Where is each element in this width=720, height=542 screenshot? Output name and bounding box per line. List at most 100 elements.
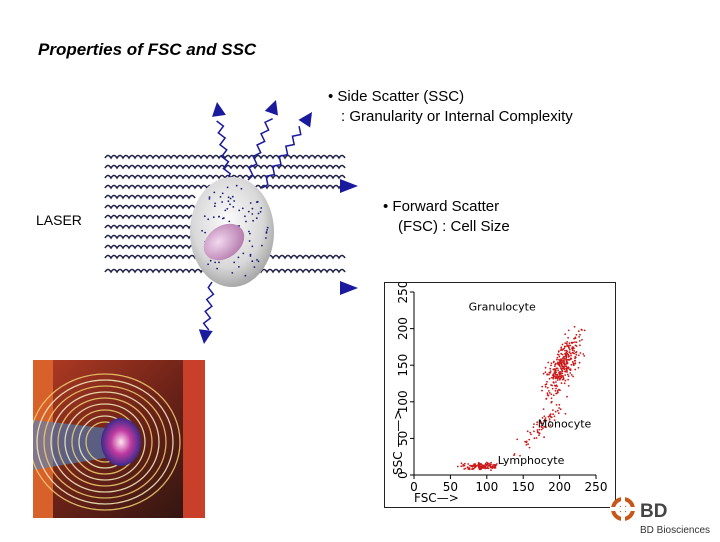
fsc-heading: • Forward Scatter [383,198,500,215]
cluster-label: Granulocyte [469,300,536,313]
data-point [487,467,490,470]
data-point [535,437,538,439]
data-point [546,392,549,395]
data-point [560,382,563,384]
data-point [553,360,555,363]
data-point [460,462,463,465]
data-point [485,464,488,466]
granule [260,207,263,209]
data-point [577,330,580,333]
data-point [558,358,560,361]
side-scatter-wave [261,126,302,189]
data-point [570,363,573,366]
data-point [513,453,516,455]
data-point [556,362,559,365]
granule [253,266,256,268]
data-point [471,468,473,471]
data-point [456,465,459,468]
laser-wave [104,194,196,200]
data-point [547,415,550,418]
data-point [563,345,566,348]
data-point [532,426,535,429]
data-point [541,422,544,425]
data-point [543,419,545,422]
granule [221,192,224,195]
granule [240,187,243,190]
data-point [556,379,559,381]
bd-logo: BD BD Biosciences [608,495,716,542]
cluster-label: Lymphocyte [498,454,565,467]
data-point [491,467,494,469]
data-point [561,353,564,356]
granule [251,213,254,215]
bd-brand-name: BD Biosciences [640,525,710,536]
laser-wave [104,234,196,240]
granule [255,217,258,220]
data-point [469,464,471,467]
granule [249,232,251,235]
data-point [565,352,567,354]
y-tick-label: 0 [396,471,410,479]
data-point [549,424,552,426]
data-point [542,408,545,410]
data-point [560,348,563,350]
data-point [560,374,563,377]
data-point [463,464,466,467]
data-point [559,378,561,381]
data-point [543,436,545,439]
data-point [571,351,574,354]
x-tick-label: 50 [443,480,458,494]
granule [221,201,224,203]
ssc-heading: • Side Scatter (SSC) [328,88,465,105]
data-point [480,465,483,467]
data-point [525,441,528,444]
granule [257,260,260,263]
granule [226,186,229,189]
granule [213,191,216,194]
data-point [561,378,564,381]
granule [241,207,244,210]
data-point [566,352,569,355]
scatter-arrowhead [212,102,226,117]
data-point [548,373,550,376]
data-point [567,336,569,339]
data-point [548,390,550,392]
data-point [550,362,553,365]
data-point [567,329,570,332]
granule [248,240,251,242]
data-point [579,352,582,354]
granule [242,252,245,255]
data-point [568,347,570,349]
data-point [563,355,565,358]
x-tick-label: 100 [475,480,498,494]
data-point [545,419,548,422]
data-point [555,404,558,406]
data-point [490,466,493,468]
data-point [554,410,557,413]
data-point [486,467,488,470]
data-point [571,349,574,352]
data-point [567,345,569,347]
data-point [543,415,546,418]
data-point [558,407,560,409]
data-point [533,430,535,433]
data-point [495,463,498,465]
granule [256,259,258,261]
data-point [560,346,563,349]
data-point [519,454,521,457]
granule [257,212,260,215]
scatter-arrowhead [298,112,312,128]
data-point [546,386,549,389]
data-point [467,468,470,470]
data-point [473,464,476,467]
data-point [552,374,554,377]
data-point [554,389,557,392]
granule [265,237,267,239]
data-point [559,362,561,365]
data-point [555,367,558,370]
data-point [538,434,540,437]
granule [232,206,235,208]
granule [224,209,227,212]
data-point [574,368,577,371]
data-point [561,370,564,373]
